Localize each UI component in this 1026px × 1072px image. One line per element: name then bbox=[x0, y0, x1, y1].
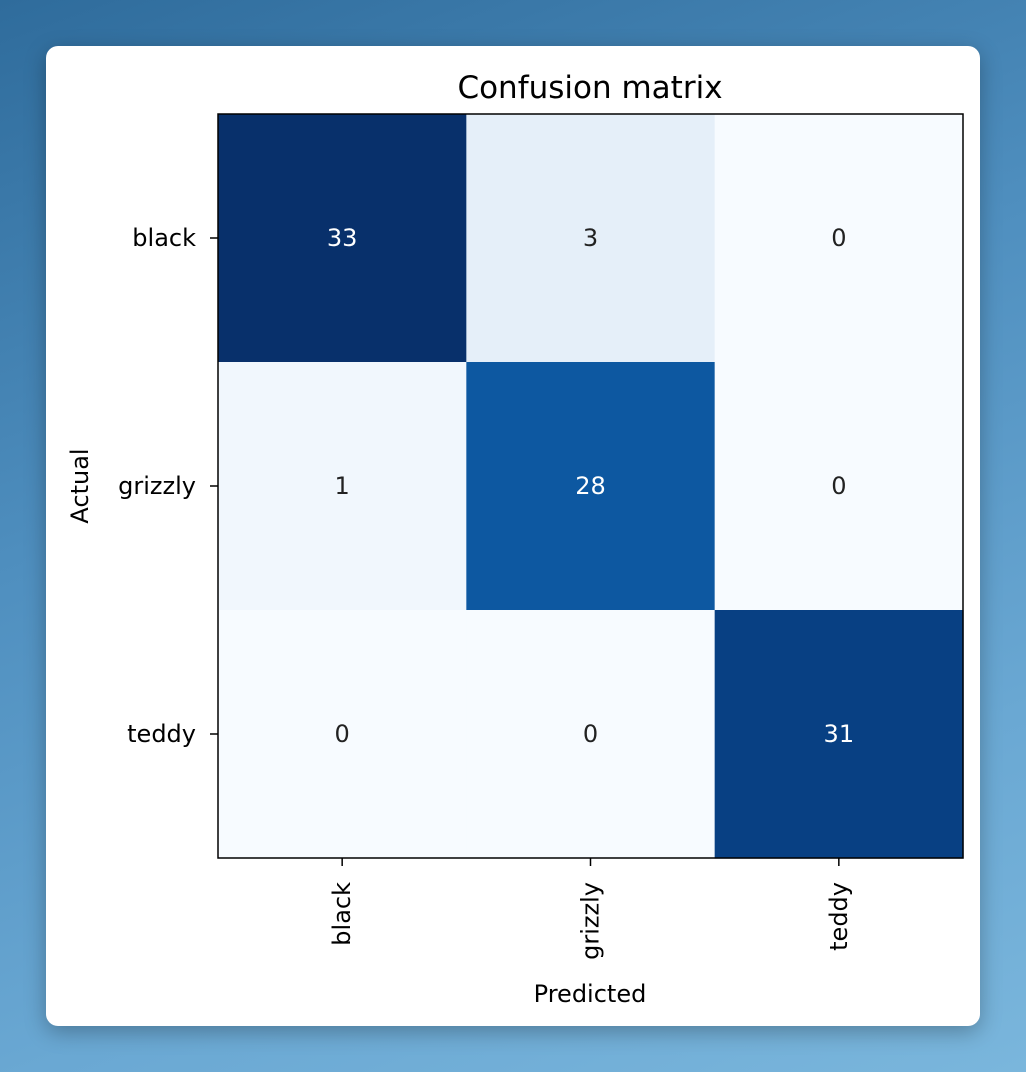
matrix-cell-grizzly-teddy bbox=[714, 362, 964, 611]
cell-value-label: 33 bbox=[327, 224, 358, 252]
matrix-cell-black-teddy bbox=[714, 114, 964, 363]
x-tick-label-black: black bbox=[328, 882, 356, 946]
x-axis-label: Predicted bbox=[534, 980, 647, 1008]
y-tick-label-black: black bbox=[132, 224, 196, 252]
chart-title: Confusion matrix bbox=[457, 70, 722, 106]
cell-value-label: 28 bbox=[575, 472, 606, 500]
matrix-cell-teddy-grizzly bbox=[466, 610, 716, 859]
matrix-cell-teddy-teddy bbox=[714, 610, 964, 859]
matrix-cell-grizzly-grizzly bbox=[466, 362, 716, 611]
matrix-cell-teddy-black bbox=[218, 610, 467, 859]
matrix-cell-grizzly-black bbox=[218, 362, 467, 611]
x-tick-label-teddy: teddy bbox=[825, 882, 853, 951]
matrix-cell-black-black bbox=[218, 114, 467, 363]
y-tick-label-teddy: teddy bbox=[127, 720, 196, 748]
cell-value-label: 3 bbox=[583, 224, 598, 252]
x-tick-label-grizzly: grizzly bbox=[577, 882, 605, 960]
cell-value-label: 0 bbox=[335, 720, 350, 748]
cell-value-label: 31 bbox=[824, 720, 855, 748]
y-tick-label-grizzly: grizzly bbox=[118, 472, 196, 500]
cell-value-label: 0 bbox=[831, 472, 846, 500]
cell-value-label: 1 bbox=[335, 472, 350, 500]
matrix-cell-black-grizzly bbox=[466, 114, 716, 363]
cell-value-label: 0 bbox=[831, 224, 846, 252]
cell-value-label: 0 bbox=[583, 720, 598, 748]
y-axis-label: Actual bbox=[66, 448, 94, 523]
